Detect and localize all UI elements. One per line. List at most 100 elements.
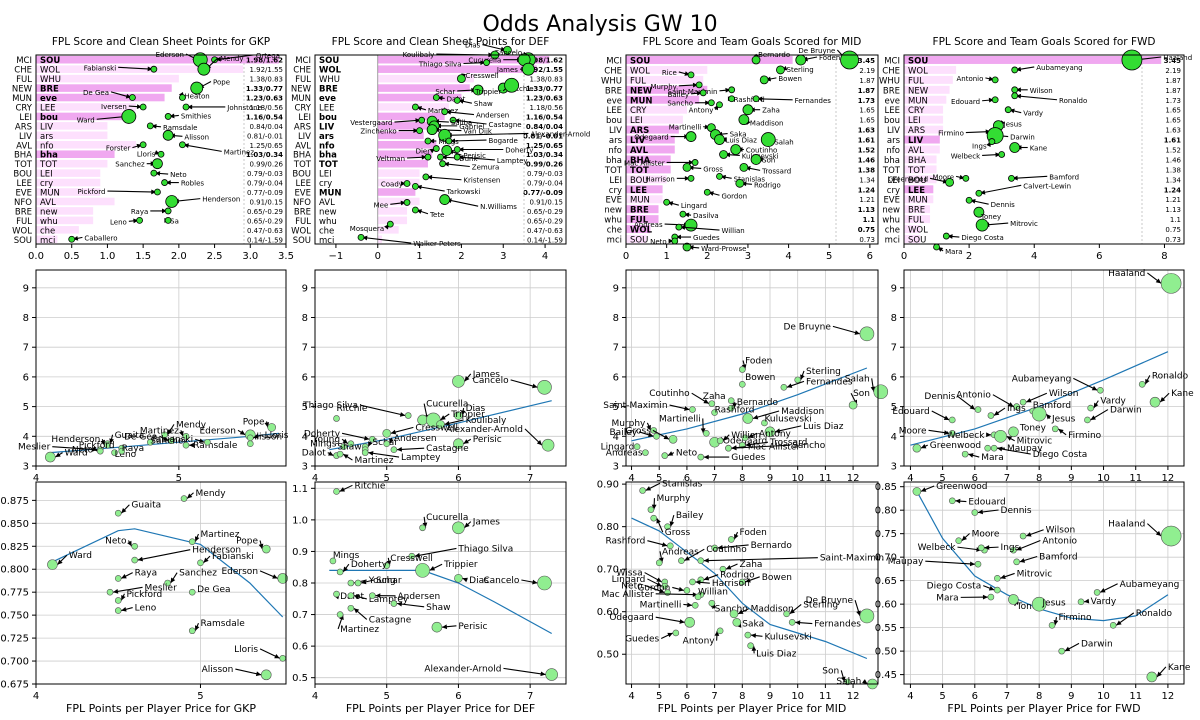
point-thiagosilva-arrowhead [414, 552, 421, 558]
player-marker [971, 509, 979, 516]
y-tick-label: 0.5 [292, 673, 308, 684]
player-label: Mee [374, 201, 389, 209]
x-tick-label: 1.5 [135, 251, 151, 262]
player-label: Guedes [693, 234, 720, 242]
player-marker [1058, 647, 1066, 655]
y-tick-label: 8 [891, 313, 897, 324]
player-marker [1077, 598, 1085, 606]
scatter-panel-def-ratio: 4 5 6 7 0.5 0.6 0.7 0.8 0.9 1.0 1.1 Ritchie Cucurell… [292, 481, 567, 715]
team-label: BRE [605, 86, 622, 96]
player-marker [347, 592, 355, 599]
player-marker [994, 575, 1001, 582]
player-label: Ederson [221, 567, 258, 577]
panel-grid: FPL Score and Clean Sheet Points for GKP… [0, 36, 1194, 715]
player-marker [1093, 589, 1101, 596]
player-marker [689, 578, 696, 586]
team-bar [36, 150, 115, 159]
player-marker [179, 94, 186, 101]
player-label: Firmino [938, 130, 964, 138]
x-tick-label: 4 [312, 473, 318, 484]
player-calvertlewin-arrow [979, 184, 1022, 194]
player-marker [671, 237, 679, 245]
point-gross-arrowhead [656, 518, 661, 524]
odds-label: 0.84/0.04 [526, 123, 563, 131]
x-tick-label: 6 [455, 691, 461, 702]
player-neto-arrowhead [668, 238, 674, 244]
player-marker [454, 573, 463, 583]
team-bar [36, 65, 244, 73]
player-label: Mac Allister [601, 590, 654, 600]
player-label: Wissa [617, 569, 643, 579]
player-label: Johnstone [226, 104, 262, 112]
player-marker [139, 103, 147, 111]
opponent-label: MUN [319, 189, 341, 199]
bar-panel-title: FPL Score and Clean Sheet Points for GKP [52, 36, 270, 48]
trend-line [329, 569, 552, 635]
x-tick-label: 6 [684, 691, 690, 702]
player-marker [369, 592, 376, 599]
y-tick-label: 0.850 [0, 519, 29, 530]
player-label: Alexander-Arnold [530, 130, 590, 138]
opponent-label: MUN [630, 96, 652, 106]
player-label: Dasilva [693, 212, 719, 220]
team-bar [36, 159, 108, 168]
player-marker [840, 50, 859, 70]
player-marker [164, 113, 172, 120]
bar-panel-frame [625, 54, 879, 245]
player-label: Leno [135, 604, 157, 614]
player-fernandes-arrowhead [757, 96, 763, 102]
team-bar [626, 165, 671, 174]
x-tick-label: 5 [939, 691, 945, 702]
player-marker [441, 108, 449, 116]
odds-label: 0.65/-0.29 [527, 208, 563, 216]
point-alexanderarnold-arrowhead [540, 671, 546, 677]
player-marker [667, 542, 674, 550]
player-label: Ritchie [509, 85, 533, 93]
player-label: Thiago Silva [302, 401, 358, 411]
odds-label: 1.52 [858, 147, 875, 155]
player-label: Ings [1007, 404, 1026, 414]
player-label: Odegaard [609, 613, 653, 623]
player-marker [742, 104, 754, 116]
point-young-arrowhead [342, 438, 348, 444]
opponent-label: che [319, 226, 334, 236]
team-bar [377, 140, 437, 149]
player-label: Bowen [745, 373, 775, 383]
team-label: mci [607, 236, 622, 246]
player-label: Jesus [1051, 414, 1076, 424]
player-marker [408, 552, 416, 560]
team-label: LIV [887, 126, 900, 136]
point-thiagosilva-arrowhead [399, 412, 406, 417]
player-marker [354, 579, 362, 587]
point-harrison-arrowhead [695, 579, 701, 585]
player-marker [691, 159, 699, 166]
player-marker [739, 163, 749, 172]
opponent-label: eve [319, 94, 336, 104]
x-tick-label: 7 [527, 691, 533, 702]
point-thiagosilva-arrow [414, 547, 457, 557]
opponent-label: bou [40, 113, 58, 123]
point-guedes-arrowhead [703, 454, 709, 460]
player-marker [728, 86, 736, 94]
team-bar [36, 207, 94, 215]
player-label: Andreas [606, 449, 643, 459]
team-label: whu [604, 216, 622, 226]
scatter-panel-frame [625, 481, 879, 685]
opponent-label: WOL [630, 226, 653, 236]
point-meslier-arrowhead [113, 589, 119, 594]
player-marker [197, 559, 204, 567]
x-tick-label: 10 [791, 691, 804, 702]
player-iversen-arrowhead [136, 104, 142, 110]
point-ings-arrowhead [984, 545, 990, 550]
point-fabianski-arrowhead [203, 557, 209, 563]
team-bar [626, 65, 708, 74]
team-label: TOT [882, 166, 901, 176]
player-marker [639, 487, 646, 494]
x-tick-label: 0.0 [28, 251, 44, 262]
player-dunk-arrowhead [441, 154, 447, 160]
team-label: CRY [16, 103, 33, 113]
player-label: Coady [381, 181, 403, 189]
player-marker [416, 127, 423, 135]
player-label: De Bruyne [783, 322, 831, 332]
player-marker [965, 196, 973, 204]
